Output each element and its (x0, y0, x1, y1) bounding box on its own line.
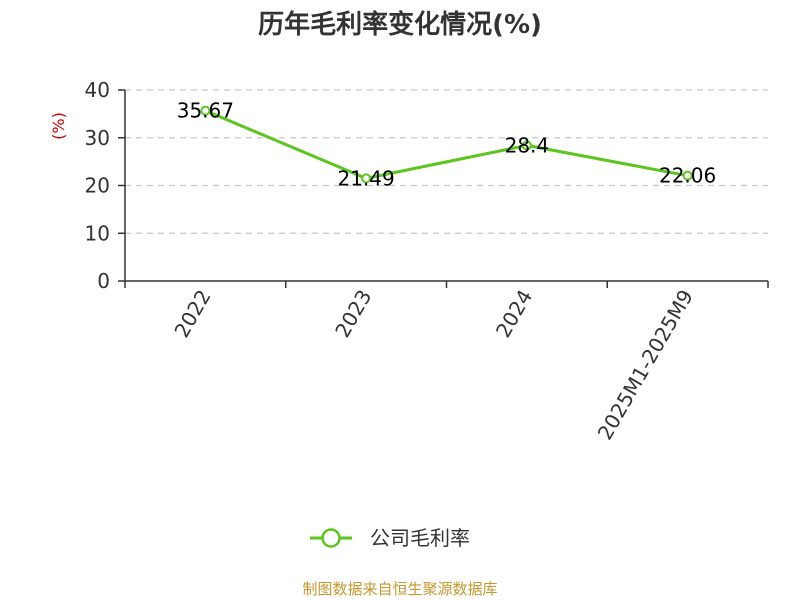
legend-label: 公司毛利率 (370, 526, 470, 550)
x-tick-label: 2025M1-2025M9 (593, 286, 698, 444)
data-label: 21.49 (337, 166, 394, 190)
series-lines (200, 105, 693, 184)
x-tick-label: 2023 (330, 286, 376, 342)
data-point[interactable] (682, 170, 693, 181)
data-label: 35.67 (177, 99, 234, 123)
legend-marker-icon (321, 528, 341, 548)
data-label: 22.06 (659, 164, 716, 188)
y-tick-label: 0 (97, 269, 110, 293)
y-tick-labels: 0 10 20 30 40 (85, 78, 110, 293)
legend[interactable]: 公司毛利率 (310, 526, 470, 550)
data-point[interactable] (200, 105, 211, 116)
data-point[interactable] (361, 173, 372, 184)
y-tick-label: 40 (85, 78, 110, 102)
x-tick-label: 2022 (169, 286, 215, 342)
data-label: 28.4 (505, 133, 550, 157)
x-tick-labels: 2022 2023 2024 2025M1-2025M9 (169, 286, 697, 444)
y-tick-label: 10 (85, 221, 110, 245)
data-labels: 35.67 21.49 28.4 22.06 (177, 99, 717, 191)
axes (118, 89, 769, 288)
gridlines (125, 89, 768, 234)
y-tick-label: 30 (85, 126, 110, 150)
source-note: 制图数据来自恒生聚源数据库 (302, 580, 497, 598)
series-line (204, 109, 688, 180)
chart-title: 历年毛利率变化情况(%) (258, 9, 542, 40)
y-axis-label: (%) (49, 112, 68, 140)
x-tick-label: 2024 (491, 286, 537, 342)
y-tick-label: 20 (85, 174, 110, 198)
data-point[interactable] (521, 140, 532, 151)
